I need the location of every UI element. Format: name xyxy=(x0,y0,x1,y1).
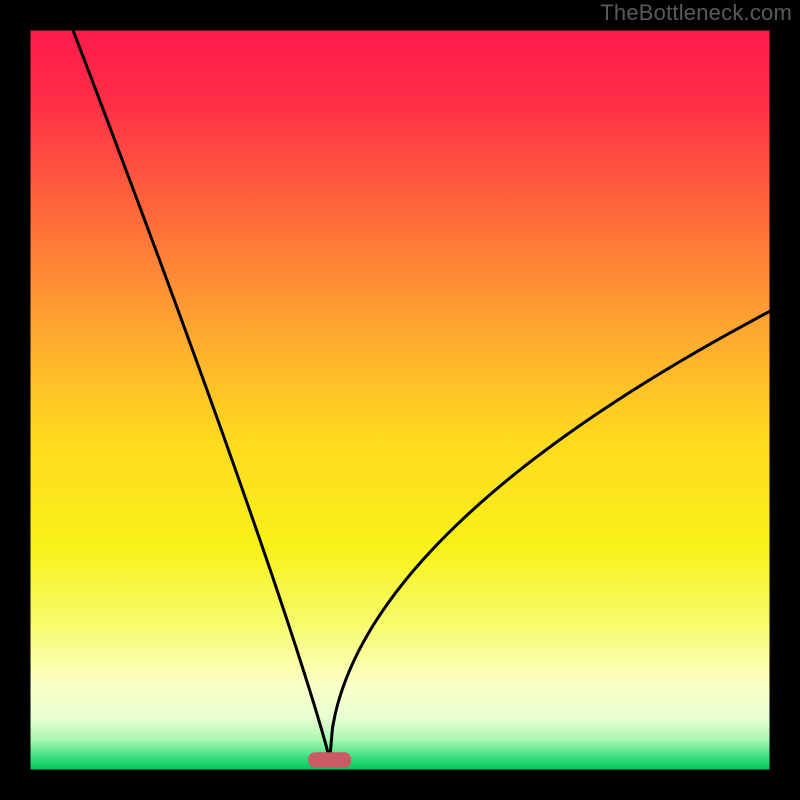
plot-gradient-background xyxy=(30,30,770,770)
watermark-text: TheBottleneck.com xyxy=(600,0,792,26)
bottleneck-chart xyxy=(0,0,800,800)
optimal-marker xyxy=(308,752,351,768)
